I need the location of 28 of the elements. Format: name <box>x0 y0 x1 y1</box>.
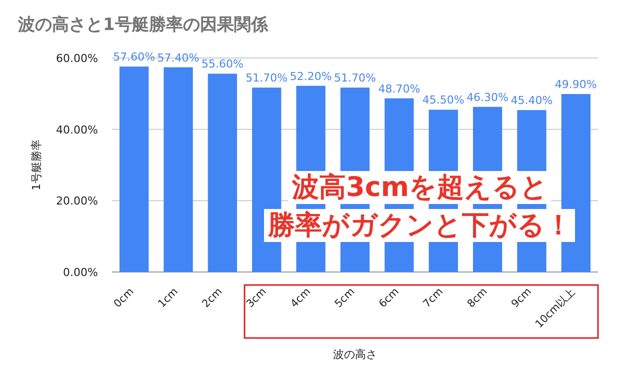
y-tick-label: 60.00% <box>56 52 98 65</box>
bar <box>208 74 238 272</box>
bar <box>561 94 590 272</box>
data-label: 49.90% <box>554 78 597 92</box>
annotation: 波高3cmを超えると <box>291 172 548 203</box>
bar <box>164 67 193 272</box>
data-label: 48.70% <box>378 82 420 96</box>
y-tick-label: 20.00% <box>56 194 98 208</box>
data-label: 57.40% <box>157 51 200 64</box>
bar <box>120 66 149 272</box>
data-label: 45.40% <box>510 94 553 108</box>
data-label: 55.60% <box>201 58 244 71</box>
x-tick-label: 4cm <box>288 286 313 310</box>
x-axis-title: 波の高さ <box>333 348 377 361</box>
data-label: 51.70% <box>334 72 376 85</box>
x-tick-label: 7cm <box>420 286 446 310</box>
data-label: 45.50% <box>422 94 464 107</box>
data-label: 46.30% <box>466 90 509 104</box>
annotation: 勝率がガクンと下がる！ <box>267 210 572 241</box>
y-tick-label: 40.00% <box>56 123 98 136</box>
y-axis-title: 1号艇勝率 <box>30 140 43 190</box>
x-tick-label: 0cm <box>112 286 136 310</box>
chart-title: 波の高さと1号艇勝率の因果関係 <box>17 15 269 35</box>
x-tick-label: 6cm <box>376 286 402 310</box>
data-label: 52.20% <box>290 70 332 83</box>
data-label: 57.60% <box>113 50 156 64</box>
y-tick-label: 0.00% <box>63 266 98 279</box>
data-label: 51.70% <box>246 72 288 85</box>
